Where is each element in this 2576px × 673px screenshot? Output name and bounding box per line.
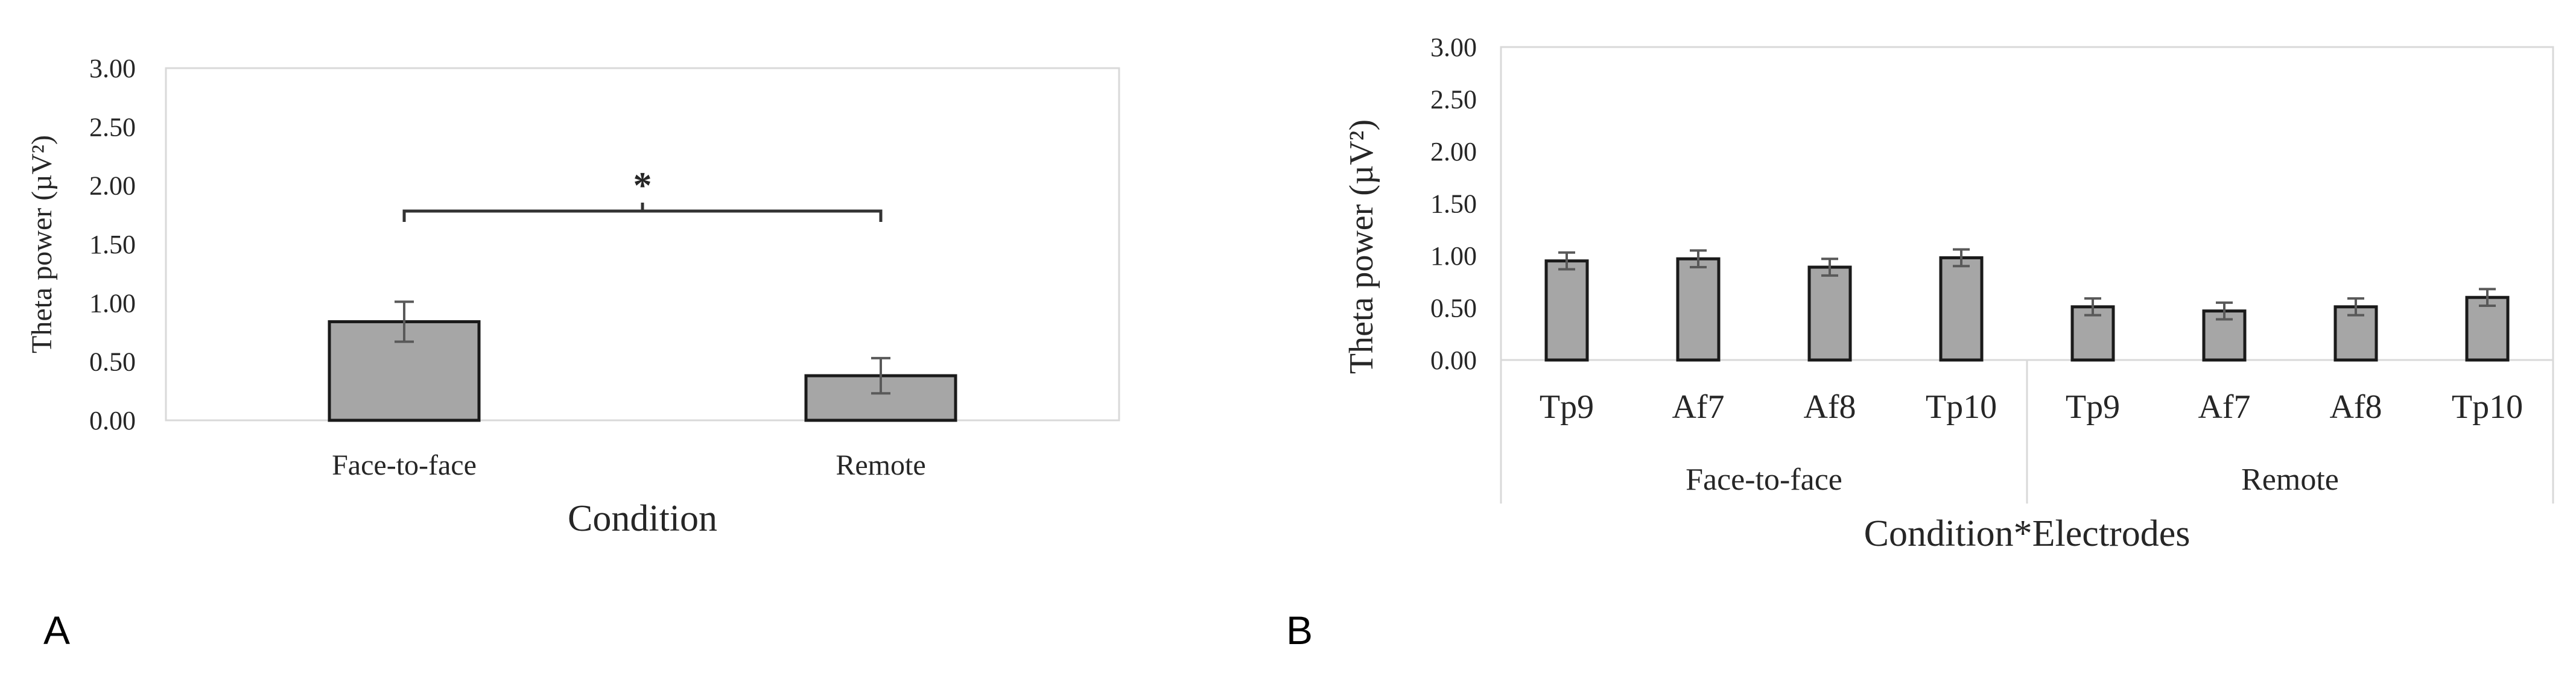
bar [1807, 265, 1852, 362]
plot-frame-a [165, 67, 1120, 422]
panel-label-b: B [1286, 608, 1313, 652]
bars-b [1544, 248, 2510, 362]
y-tick-labels-a: 0.00 0.50 1.00 1.50 2.00 2.50 3.00 [89, 54, 136, 435]
y-tick-labels-b: 0.00 0.50 1.00 1.50 2.00 2.50 3.00 [1430, 33, 1477, 375]
x-axis-label-b: Condition*Electrodes [1864, 513, 2191, 554]
y-axis-label-a: Theta power (µV²) [26, 135, 58, 353]
y-tick-label: 3.00 [1430, 33, 1477, 62]
y-tick-label: 2.00 [89, 171, 136, 201]
x-tick-label: Tp10 [1926, 388, 1997, 426]
x-tick-label: Tp10 [2452, 388, 2523, 426]
bracket-line [402, 209, 883, 222]
y-tick-label: 1.00 [89, 288, 136, 318]
x-tick-label: Face-to-face [332, 449, 477, 481]
y-tick-label: 0.00 [89, 406, 136, 435]
group-label: Remote [2241, 463, 2339, 497]
y-tick-label: 1.00 [1430, 241, 1477, 271]
significance-bracket-a: * [402, 165, 883, 222]
y-tick-label: 0.00 [1430, 346, 1477, 375]
y-tick-label: 2.00 [1430, 137, 1477, 166]
x-tick-label: Af8 [2329, 388, 2382, 426]
chart-panel-a: 0.00 0.50 1.00 1.50 2.00 2.50 3.00 Face-to-fac… [26, 54, 1120, 539]
y-tick-label: 1.50 [1430, 189, 1477, 219]
y-tick-label: 0.50 [1430, 294, 1477, 323]
x-tick-label: Tp9 [2066, 388, 2120, 426]
x-tick-label: Remote [836, 449, 925, 481]
x-tick-label: Af8 [1803, 388, 1856, 426]
y-tick-label: 3.00 [89, 54, 136, 83]
plot-frame-b [1500, 46, 2554, 361]
x-tick-label: Af7 [1672, 388, 1724, 426]
group-label: Face-to-face [1686, 463, 1842, 497]
y-axis-label-b: Theta power (µV²) [1343, 119, 1380, 374]
y-tick-label: 0.50 [89, 347, 136, 377]
bar [1939, 256, 1984, 362]
x-tick-label: Af7 [2198, 388, 2250, 426]
chart-panel-b: 0.000.501.001.502.002.503.00 Tp9 Af7 Af8 Tp… [1343, 33, 2554, 554]
bar [1676, 257, 1721, 362]
y-tick-label: 1.50 [89, 230, 136, 259]
bars-a [328, 300, 957, 422]
significance-star: * [633, 165, 652, 206]
x-tick-labels-a: Face-to-face Remote [332, 449, 926, 481]
x-tick-label: Tp9 [1540, 388, 1594, 426]
panel-label-a: A [43, 608, 70, 652]
y-tick-label: 2.50 [1430, 85, 1477, 115]
y-tick-label: 2.50 [89, 112, 136, 142]
x-axis-label-a: Condition [568, 498, 717, 539]
x-axis-categories-b: Tp9 Af7 Af8 Tp10 Face-to-face Tp9 Af7 Af8 Tp10 Re… [1500, 360, 2554, 504]
bar [1544, 259, 1589, 362]
